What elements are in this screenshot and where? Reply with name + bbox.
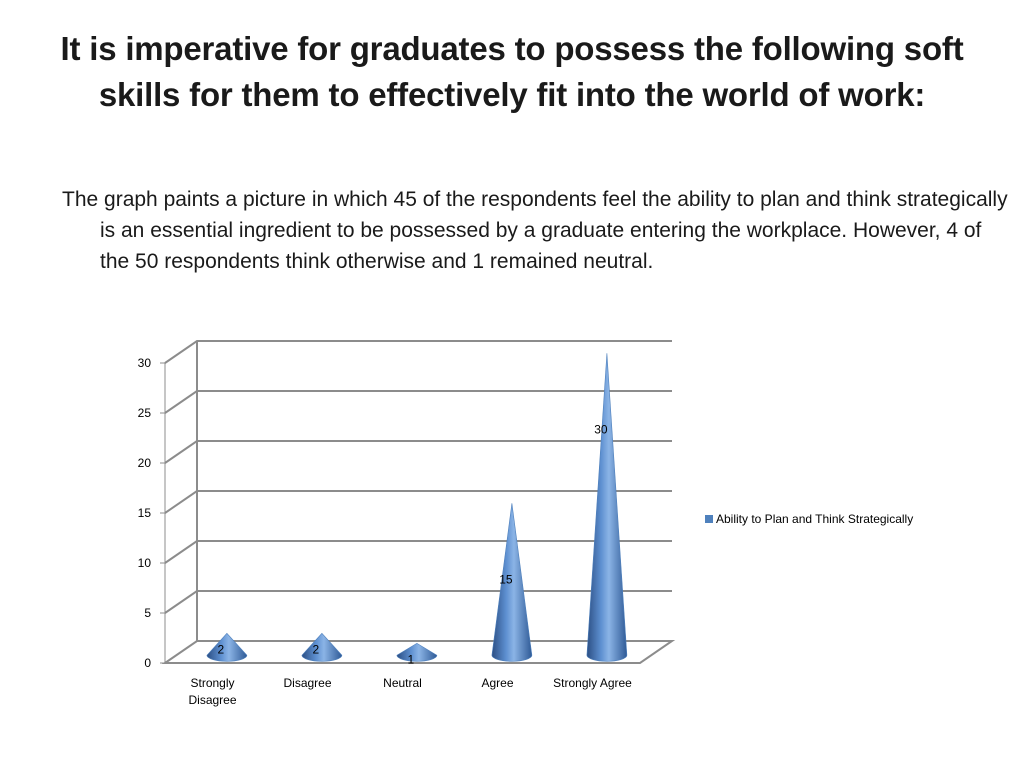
gridline-30 bbox=[164, 340, 672, 364]
cone-body bbox=[301, 632, 343, 662]
cone-bar bbox=[301, 632, 343, 662]
y-tick-label: 30 bbox=[138, 356, 152, 370]
data-label: 30 bbox=[594, 422, 608, 436]
chart-floor bbox=[161, 640, 676, 664]
y-tick-label: 10 bbox=[138, 556, 152, 570]
cone-bar bbox=[206, 632, 248, 662]
cone-bar bbox=[396, 642, 438, 662]
cone-bar bbox=[586, 353, 628, 662]
x-category-label: Agree bbox=[481, 676, 513, 690]
legend-series-name: Ability to Plan and Think Strategically bbox=[716, 512, 913, 526]
x-category-label: Disagree bbox=[283, 676, 331, 690]
gridline-25 bbox=[164, 390, 672, 414]
data-label: 2 bbox=[218, 642, 225, 656]
x-category-label: Strongly Disagree bbox=[188, 676, 236, 707]
slide-title: It is imperative for graduates to posses… bbox=[60, 30, 964, 113]
y-axis-ticks: 0 5 10 15 20 25 30 bbox=[138, 356, 165, 670]
gridline-15 bbox=[164, 490, 672, 514]
y-tick-label: 20 bbox=[138, 456, 152, 470]
data-label: 15 bbox=[499, 572, 513, 586]
data-label: 2 bbox=[313, 642, 320, 656]
chart-cones bbox=[206, 353, 628, 662]
slide-body-text: The graph paints a picture in which 45 o… bbox=[62, 188, 1008, 273]
y-tick-label: 5 bbox=[144, 606, 151, 620]
y-tick-label: 15 bbox=[138, 506, 152, 520]
x-category-label: Neutral bbox=[383, 676, 422, 690]
x-axis-categories: Strongly Disagree Disagree Neutral Agree Stro… bbox=[188, 676, 632, 707]
cone-body bbox=[586, 353, 628, 662]
cone-body bbox=[491, 503, 533, 662]
legend-swatch bbox=[705, 515, 713, 523]
chart-legend: Ability to Plan and Think Strategically bbox=[705, 512, 913, 526]
cone-body bbox=[396, 642, 438, 662]
y-tick-label: 25 bbox=[138, 406, 152, 420]
x-category-label: Strongly Agree bbox=[553, 676, 632, 690]
gridline-20 bbox=[164, 440, 672, 464]
cone-body bbox=[206, 632, 248, 662]
y-tick-label: 0 bbox=[144, 656, 151, 670]
data-label: 1 bbox=[408, 652, 415, 666]
cone-bar bbox=[491, 503, 533, 662]
data-labels: 2 2 1 15 30 bbox=[218, 422, 608, 666]
